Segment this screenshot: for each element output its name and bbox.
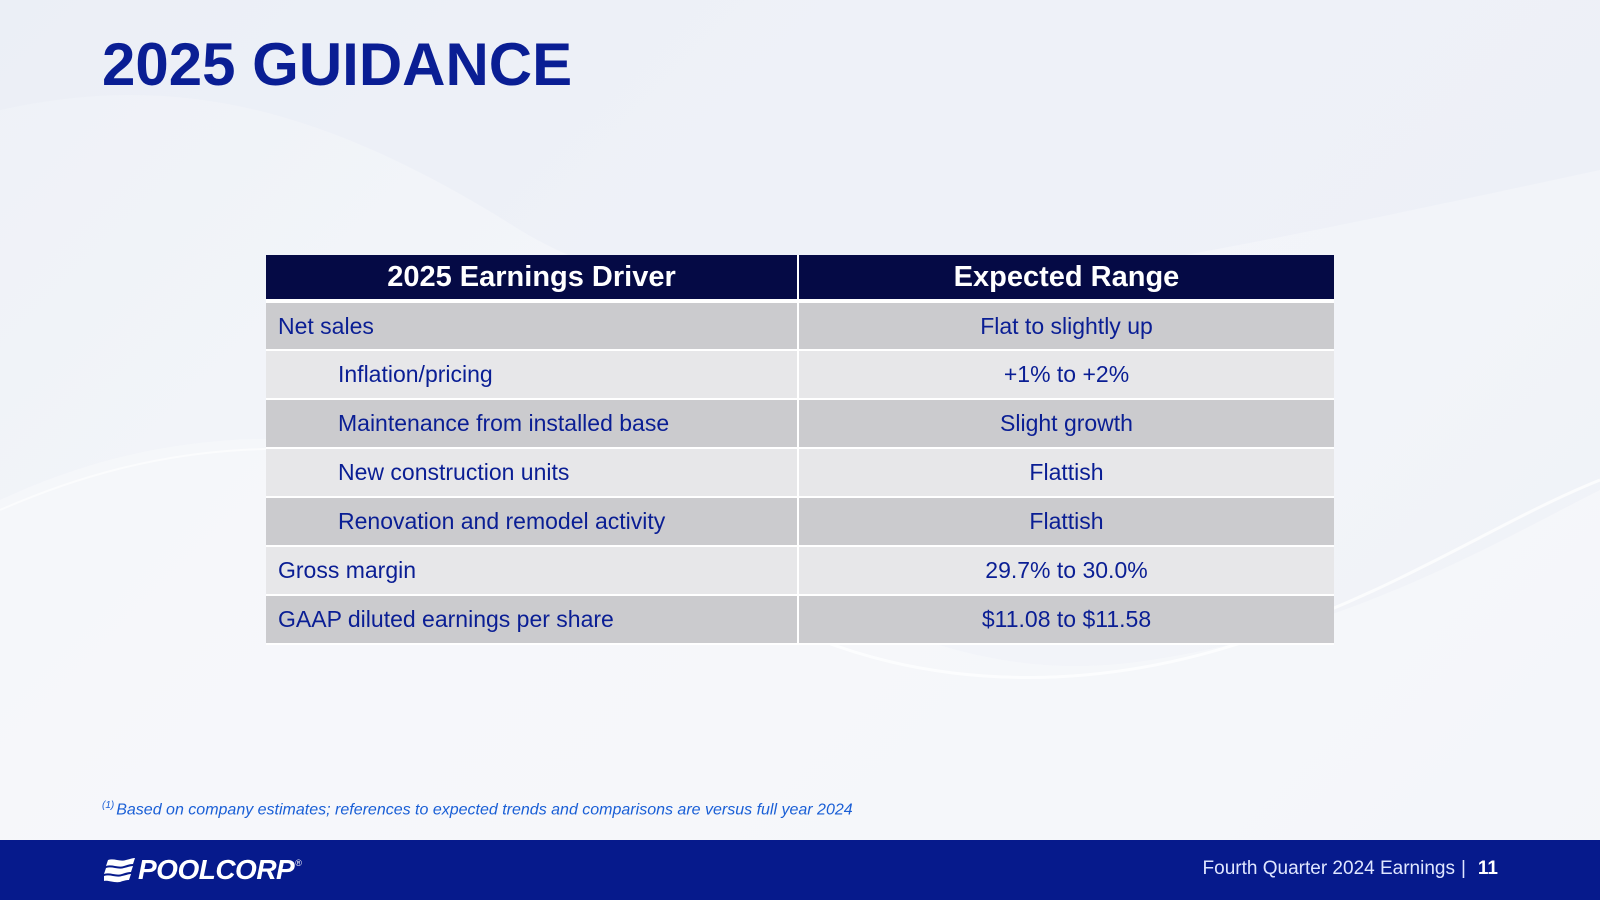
poolcorp-logo: POOLCORP ® bbox=[104, 854, 302, 886]
footer-info: Fourth Quarter 2024 Earnings | 11 bbox=[1203, 858, 1498, 880]
page-title: 2025 GUIDANCE bbox=[102, 31, 573, 98]
range-cell: Slight growth bbox=[798, 399, 1334, 449]
table-row: Gross margin 29.7% to 30.0% bbox=[266, 546, 1334, 596]
range-cell: Flattish bbox=[798, 448, 1334, 498]
range-cell: 29.7% to 30.0% bbox=[798, 546, 1334, 596]
table-row: GAAP diluted earnings per share $11.08 t… bbox=[266, 595, 1334, 645]
range-cell: +1% to +2% bbox=[798, 350, 1334, 400]
footnote-marker: (1) bbox=[102, 800, 115, 811]
driver-cell: New construction units bbox=[266, 448, 799, 498]
guidance-table-container: 2025 Earnings Driver Expected Range Net … bbox=[266, 255, 1334, 645]
logo-text: POOLCORP bbox=[138, 854, 295, 885]
range-cell: Flat to slightly up bbox=[798, 301, 1334, 351]
column-header-range: Expected Range bbox=[798, 255, 1334, 303]
table-header-row: 2025 Earnings Driver Expected Range bbox=[266, 255, 1334, 303]
page-number: 11 bbox=[1477, 858, 1498, 879]
table-row: New construction units Flattish bbox=[266, 448, 1334, 498]
poolcorp-waves-icon bbox=[104, 858, 135, 883]
table-row: Maintenance from installed base Slight g… bbox=[266, 399, 1334, 449]
driver-cell: Maintenance from installed base bbox=[266, 399, 799, 449]
column-header-driver: 2025 Earnings Driver bbox=[266, 255, 799, 303]
logo-registered-mark: ® bbox=[295, 858, 302, 868]
table-row: Inflation/pricing +1% to +2% bbox=[266, 350, 1334, 400]
driver-cell: Renovation and remodel activity bbox=[266, 497, 799, 547]
table-row: Renovation and remodel activity Flattish bbox=[266, 497, 1334, 547]
driver-cell: Net sales bbox=[266, 301, 799, 351]
driver-cell: Gross margin bbox=[266, 546, 799, 596]
driver-cell: Inflation/pricing bbox=[266, 350, 799, 400]
guidance-table: 2025 Earnings Driver Expected Range Net … bbox=[266, 255, 1334, 645]
footnote: (1) Based on company estimates; reference… bbox=[102, 800, 853, 819]
footer-bar: POOLCORP ® Fourth Quarter 2024 Earnings … bbox=[0, 840, 1600, 900]
range-cell: Flattish bbox=[798, 497, 1334, 547]
driver-cell: GAAP diluted earnings per share bbox=[266, 595, 799, 645]
footnote-text: Based on company estimates; references t… bbox=[116, 801, 853, 819]
footer-separator: | bbox=[1460, 858, 1466, 879]
presentation-label: Fourth Quarter 2024 Earnings bbox=[1202, 858, 1455, 879]
table-row: Net sales Flat to slightly up bbox=[266, 301, 1334, 351]
range-cell: $11.08 to $11.58 bbox=[798, 595, 1334, 645]
